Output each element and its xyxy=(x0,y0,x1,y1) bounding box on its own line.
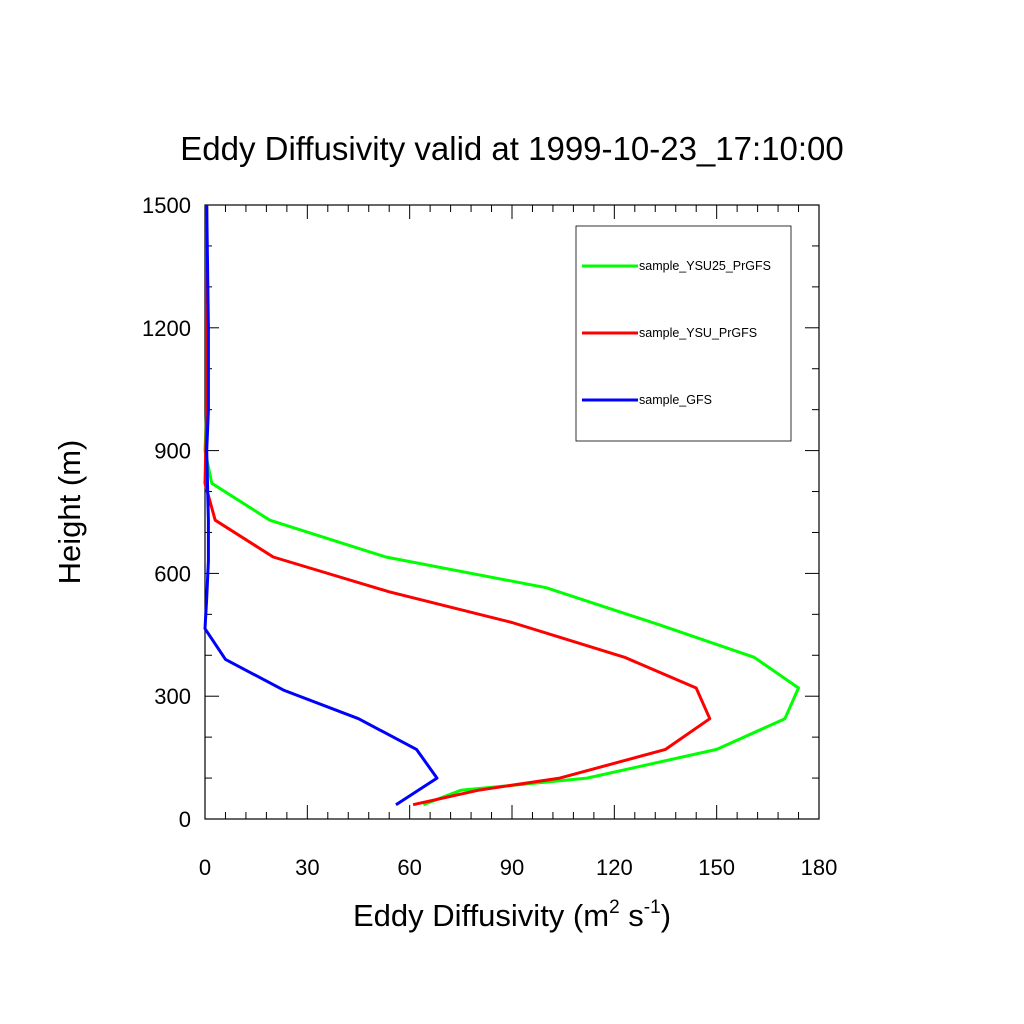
tick-labels: 0 30 60 90 120 150 180 0 300 600 900 1200 1500 xyxy=(142,193,837,880)
x-tick-label: 30 xyxy=(295,855,319,880)
x-axis-label-sup2: -1 xyxy=(644,897,661,918)
chart-title: Eddy Diffusivity valid at 1999-10-23_17:… xyxy=(180,130,843,167)
legend: sample_YSU25_PrGFS sample_YSU_PrGFSsample… xyxy=(575,225,792,442)
y-tick-label: 0 xyxy=(179,807,191,832)
y-axis-label: Height (m) xyxy=(52,440,87,585)
x-tick-label: 150 xyxy=(698,855,735,880)
x-tick-label: 60 xyxy=(397,855,421,880)
y-tick-label: 1500 xyxy=(142,193,191,218)
legend-label: sample_YSU_PrGFS xyxy=(639,326,757,340)
x-axis-label-end: ) xyxy=(661,898,671,933)
x-tick-label: 90 xyxy=(500,855,524,880)
legend-label: sample_GFS xyxy=(639,393,712,407)
series-line-3 xyxy=(203,204,439,806)
x-axis-label-mid: s xyxy=(620,898,644,933)
x-tick-label: 120 xyxy=(596,855,633,880)
x-tick-label: 180 xyxy=(801,855,838,880)
x-axis-label: Eddy Diffusivity (m2 s-1) xyxy=(353,897,671,933)
y-tick-label: 600 xyxy=(154,561,191,586)
legend-label: sample_YSU25_PrGFS xyxy=(639,259,771,273)
y-tick-label: 1200 xyxy=(142,316,191,341)
x-axis-label-sup1: 2 xyxy=(609,897,620,918)
y-tick-label: 300 xyxy=(154,684,191,709)
legend-box xyxy=(575,225,792,442)
x-tick-label: 0 xyxy=(199,855,211,880)
y-tick-label: 900 xyxy=(154,439,191,464)
x-axis-label-main: Eddy Diffusivity (m xyxy=(353,898,609,933)
series-lines xyxy=(203,204,800,807)
